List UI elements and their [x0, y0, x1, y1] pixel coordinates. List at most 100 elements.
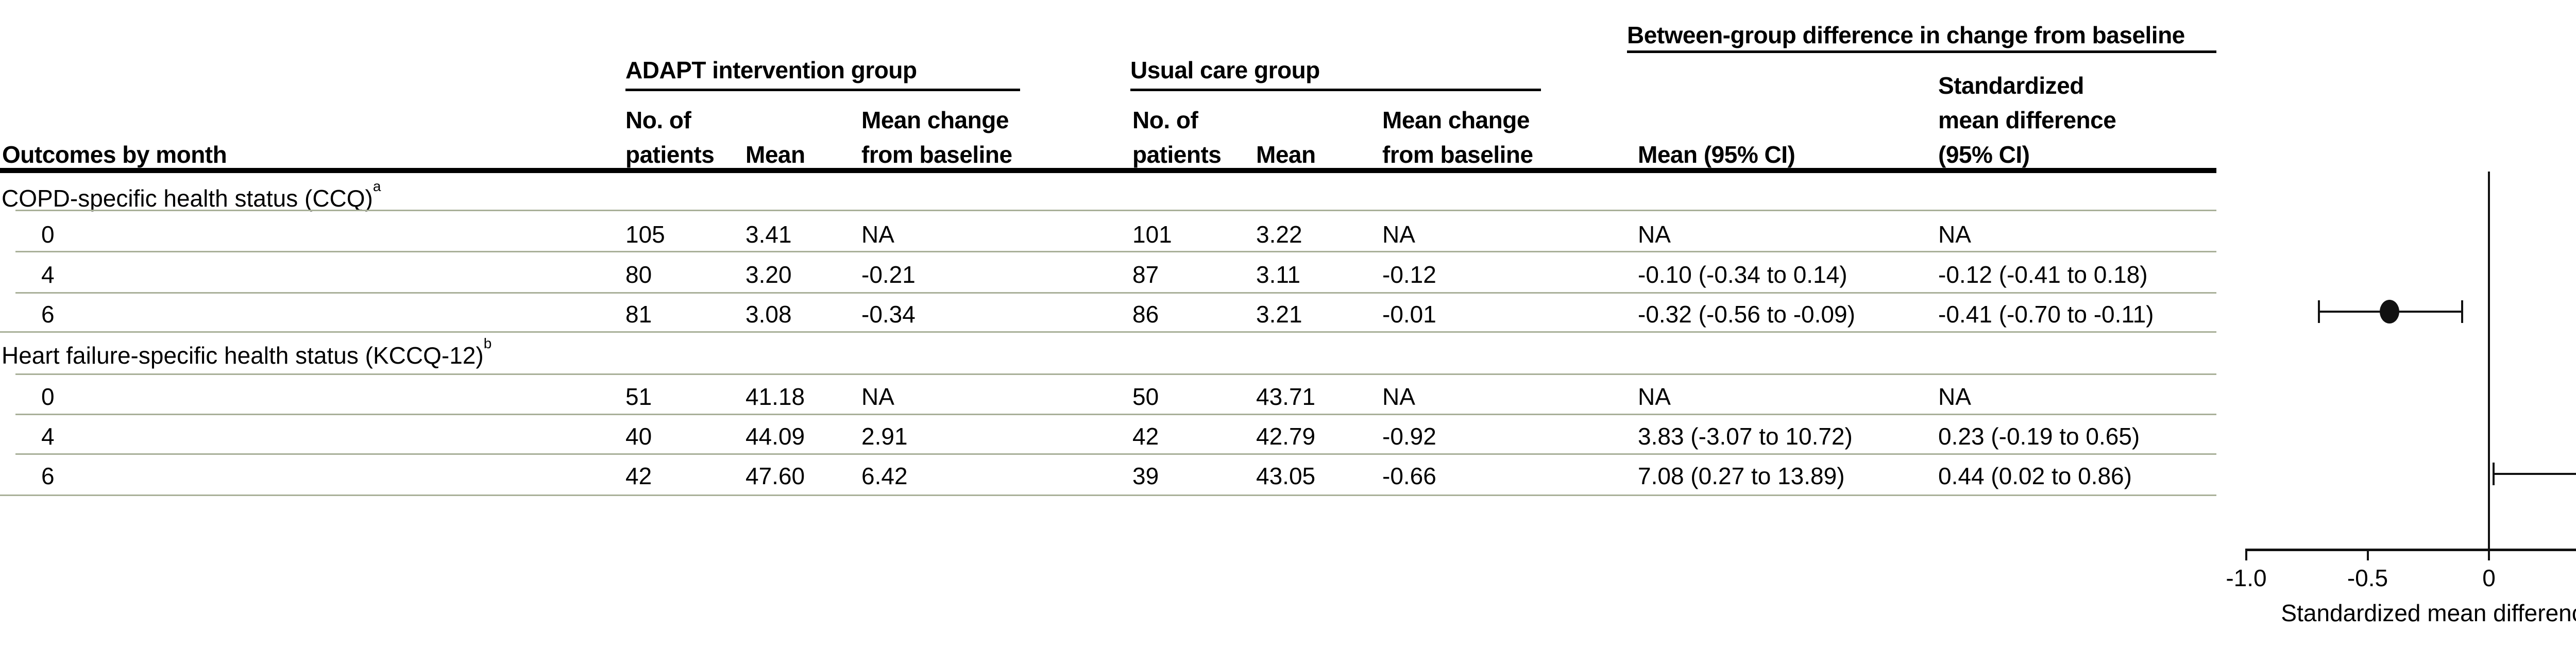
- adapt-change-value: -0.34: [861, 301, 916, 328]
- row-separator: [15, 292, 2216, 294]
- row-separator: [15, 210, 2216, 211]
- adapt-change-value: NA: [861, 221, 894, 248]
- row-month-label: 0: [41, 221, 55, 248]
- row-month-label: 4: [41, 261, 55, 288]
- usual-mean-value: 42.79: [1256, 423, 1316, 450]
- outcomes-column-header: Outcomes by month: [2, 141, 227, 168]
- adapt-n-header-line2: patients: [625, 141, 715, 168]
- row-month-label: 6: [41, 301, 55, 328]
- usual-n-value: 86: [1132, 301, 1159, 328]
- mean-ci-value: 3.83 (-3.07 to 10.72): [1638, 423, 1853, 450]
- footnote-a-marker: a: [372, 178, 381, 194]
- usual-mean-value: 3.22: [1256, 221, 1302, 248]
- usual-n-value: 101: [1132, 221, 1172, 248]
- adapt-change-value: 6.42: [861, 463, 908, 489]
- smd-header-line2: mean difference: [1938, 107, 2116, 133]
- adapt-n-value: 40: [625, 423, 652, 450]
- adapt-n-header-line1: No. of: [625, 107, 691, 133]
- usual-n-header-line1: No. of: [1132, 107, 1198, 133]
- x-axis-tick-label: 0: [2482, 565, 2496, 591]
- usual-n-value: 39: [1132, 463, 1159, 489]
- x-axis-tick: [2488, 551, 2490, 560]
- adapt-mean-value: 3.20: [745, 261, 792, 288]
- mean-ci-value: -0.10 (-0.34 to 0.14): [1638, 261, 1848, 288]
- usual-mean-value: 3.11: [1256, 261, 1301, 288]
- adapt-change-header-line1: Mean change: [861, 107, 1009, 133]
- mean-ci-value: -0.32 (-0.56 to -0.09): [1638, 301, 1855, 328]
- x-axis-tick-label: -0.5: [2347, 565, 2388, 591]
- adapt-n-value: 81: [625, 301, 652, 328]
- usual-change-header-line1: Mean change: [1382, 107, 1530, 133]
- smd-value: 0.23 (-0.19 to 0.65): [1938, 423, 2140, 450]
- forest-ci-cap-left: [2493, 463, 2495, 485]
- row-separator: [15, 251, 2216, 252]
- usual-mean-value: 3.21: [1256, 301, 1302, 328]
- footnote-b-marker: b: [483, 335, 492, 351]
- header-bottom-rule: [0, 168, 2216, 173]
- smd-header-line3: (95% CI): [1938, 141, 2030, 168]
- x-axis-tick-label: -1.0: [2226, 565, 2267, 591]
- mean-ci-value: NA: [1638, 383, 1671, 410]
- x-axis-tick-label: 0.5: [2569, 564, 2576, 592]
- adapt-change-value: 2.91: [861, 423, 908, 450]
- usual-change-value: -0.01: [1382, 301, 1436, 328]
- smd-value: 0.44 (0.02 to 0.86): [1938, 463, 2132, 489]
- section-separator: [0, 331, 2216, 333]
- adapt-change-value: -0.21: [861, 261, 916, 288]
- x-axis-line: [2245, 549, 2576, 551]
- adapt-group-spanner-rule: [625, 89, 1020, 91]
- smd-value: -0.12 (-0.41 to 0.18): [1938, 261, 2148, 288]
- usual-change-value: NA: [1382, 383, 1415, 410]
- adapt-mean-value: 44.09: [745, 423, 805, 450]
- section-header-ccq: COPD-specific health status (CCQ)a: [2, 178, 381, 212]
- adapt-mean-value: 3.08: [745, 301, 792, 328]
- adapt-n-value: 80: [625, 261, 652, 288]
- usual-n-value: 87: [1132, 261, 1159, 288]
- between-group-spanner: Between-group difference in change from …: [1627, 22, 2185, 48]
- usual-mean-value: 43.05: [1256, 463, 1316, 489]
- smd-value: NA: [1938, 221, 1971, 248]
- row-separator: [15, 414, 2216, 415]
- between-group-spanner-rule: [1627, 50, 2216, 53]
- row-month-label: 4: [41, 423, 55, 450]
- mean-ci-header: Mean (95% CI): [1638, 141, 1795, 168]
- forest-ci-cap-right: [2461, 300, 2464, 323]
- mean-ci-value: 7.08 (0.27 to 13.89): [1638, 463, 1845, 489]
- usual-change-value: -0.92: [1382, 423, 1436, 450]
- adapt-n-value: 42: [625, 463, 652, 489]
- forest-ci-line: [2494, 473, 2576, 475]
- adapt-change-value: NA: [861, 383, 894, 410]
- smd-value: -0.41 (-0.70 to -0.11): [1938, 301, 2154, 328]
- table-bottom-separator: [0, 494, 2216, 496]
- adapt-mean-value: 41.18: [745, 383, 805, 410]
- adapt-mean-value: 47.60: [745, 463, 805, 489]
- usual-n-header-line2: patients: [1132, 141, 1222, 168]
- adapt-mean-value: 3.41: [745, 221, 792, 248]
- x-axis-tick: [2366, 551, 2369, 560]
- adapt-group-spanner: ADAPT intervention group: [625, 57, 917, 83]
- forest-point-estimate: [2379, 300, 2399, 323]
- usual-n-value: 42: [1132, 423, 1159, 450]
- usual-change-value: -0.66: [1382, 463, 1436, 489]
- usual-mean-value: 43.71: [1256, 383, 1316, 410]
- usual-care-group-spanner-rule: [1130, 89, 1541, 91]
- smd-value: NA: [1938, 383, 1971, 410]
- usual-change-header-line2: from baseline: [1382, 141, 1533, 168]
- row-month-label: 0: [41, 383, 55, 410]
- adapt-mean-header: Mean: [745, 141, 805, 168]
- forest-zero-line: [2488, 172, 2490, 549]
- usual-care-group-spanner: Usual care group: [1130, 57, 1320, 83]
- x-axis-title: Standardized mean difference (95% CI): [2281, 600, 2576, 626]
- forest-ci-cap-left: [2318, 300, 2320, 323]
- usual-change-value: -0.12: [1382, 261, 1436, 288]
- usual-change-value: NA: [1382, 221, 1415, 248]
- adapt-change-header-line2: from baseline: [861, 141, 1012, 168]
- row-separator: [15, 373, 2216, 375]
- usual-n-value: 50: [1132, 383, 1159, 410]
- mean-ci-value: NA: [1638, 221, 1671, 248]
- row-separator: [15, 453, 2216, 455]
- adapt-n-value: 51: [625, 383, 652, 410]
- row-month-label: 6: [41, 463, 55, 489]
- adapt-n-value: 105: [625, 221, 665, 248]
